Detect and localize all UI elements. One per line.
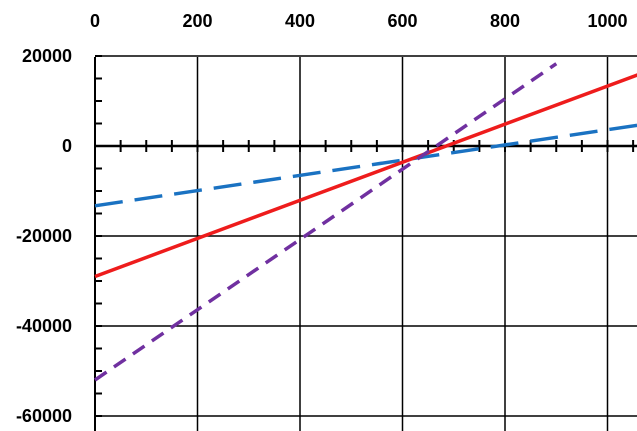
y-tick-label: -60000	[16, 406, 72, 426]
y-tick-label: 20000	[22, 46, 72, 66]
y-tick-label: -40000	[16, 316, 72, 336]
series-line-3	[94, 62, 558, 382]
y-tick-label: -20000	[16, 226, 72, 246]
x-tick-label: 800	[490, 11, 520, 31]
x-tick-label: 200	[182, 11, 212, 31]
series-line-2	[94, 73, 637, 279]
x-tick-label: 1000	[587, 11, 627, 31]
series-lines	[94, 62, 637, 382]
x-tick-label: 0	[90, 11, 100, 31]
tick-labels: 0 200 400 600 800 1000 20000 0 -20000 -40000 -6000…	[16, 11, 628, 426]
series-line-1	[94, 123, 637, 208]
grid-lines	[95, 55, 637, 431]
axes	[94, 55, 637, 431]
x-tick-label: 400	[285, 11, 315, 31]
x-tick-label: 600	[387, 11, 417, 31]
y-tick-label: 0	[62, 136, 72, 156]
